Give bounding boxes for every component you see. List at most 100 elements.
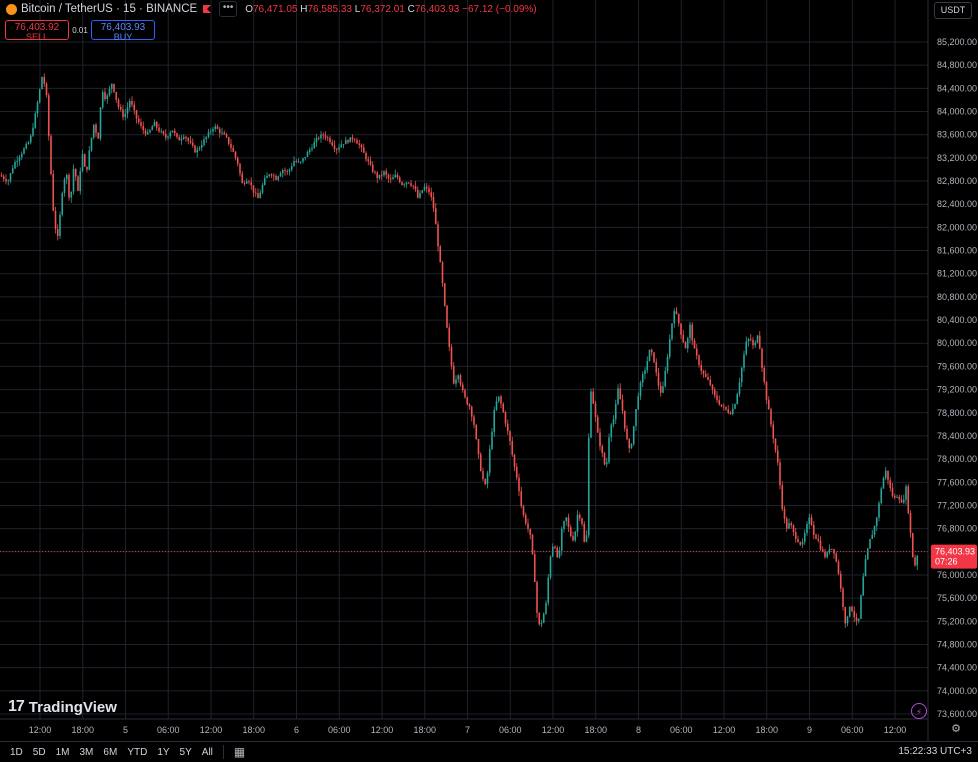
clock[interactable]: 15:22:33 UTC+3 — [898, 746, 972, 757]
candle-body — [592, 391, 595, 404]
candle-body — [686, 338, 689, 349]
candle-body — [473, 416, 475, 425]
candle-body — [11, 168, 14, 174]
more-options-icon[interactable]: ••• — [219, 1, 238, 17]
candle-body — [149, 130, 151, 133]
candle-body — [302, 158, 304, 162]
candle-body — [144, 130, 147, 135]
time-tick-label: 12:00 — [884, 725, 907, 735]
candle-body — [16, 160, 19, 162]
candle-body — [585, 535, 588, 542]
candle-body — [56, 229, 59, 236]
candle-body — [36, 102, 39, 114]
candle-body — [504, 412, 507, 424]
candle-body — [335, 149, 338, 150]
last-price-tag: 76,403.93 07:26 — [931, 544, 977, 569]
range-6m[interactable]: 6M — [103, 746, 118, 758]
candle-body — [783, 508, 786, 519]
candle-body — [344, 140, 347, 145]
candle-body — [164, 133, 167, 138]
candle-body — [356, 140, 358, 144]
range-ytd[interactable]: YTD — [127, 746, 148, 758]
candle-body — [797, 538, 799, 543]
candle-body — [464, 390, 466, 398]
range-1m[interactable]: 1M — [55, 746, 70, 758]
time-tick-label: 9 — [807, 725, 812, 735]
candle-body — [54, 210, 57, 230]
candle-body — [167, 136, 169, 138]
candle-body — [171, 130, 174, 133]
candle-body — [284, 170, 286, 172]
candle-body — [680, 323, 682, 335]
candle-body — [358, 143, 361, 145]
candle-body — [524, 515, 527, 524]
buy-button[interactable]: 76,403.93 BUY — [91, 20, 155, 42]
calendar-icon[interactable]: ▦ — [233, 745, 246, 759]
candle-body — [729, 412, 732, 414]
symbol-title[interactable]: Bitcoin / TetherUS · 15 · BINANCE — [21, 3, 198, 15]
price-tick-label: 84,000.00 — [937, 107, 977, 117]
candle-body — [610, 424, 613, 438]
candle-body — [187, 138, 190, 141]
candle-body — [9, 173, 12, 181]
candle-body — [320, 134, 322, 139]
candle-body — [916, 555, 919, 566]
candle-body — [230, 143, 232, 148]
candle-body — [108, 88, 111, 96]
candle-body — [869, 539, 871, 549]
flag-icon[interactable] — [203, 5, 212, 13]
candle-body — [293, 160, 295, 167]
candle-body — [41, 76, 43, 90]
lightning-icon[interactable]: ⚡ — [911, 703, 927, 719]
candle-body — [470, 406, 473, 417]
bitcoin-logo-icon — [6, 3, 17, 15]
candle-body — [2, 176, 5, 179]
candle-body — [565, 517, 568, 522]
settings-icon[interactable]: ⚙ — [951, 723, 961, 735]
candle-body — [862, 576, 865, 596]
candle-body — [367, 159, 370, 162]
candle-body — [340, 144, 343, 148]
currency-selector[interactable]: USDT — [934, 2, 972, 19]
time-axis[interactable]: 12:00 18:00 5 06:00 12:00 18:00 6 06:00 12:00 18:… — [0, 718, 928, 735]
candle-body — [779, 462, 781, 486]
candle-body — [547, 577, 550, 603]
price-axis[interactable]: 85,200.00 84,800.00 84,400.00 84,000.00 83,6… — [927, 0, 977, 741]
price-tick-label: 78,000.00 — [937, 454, 977, 464]
range-1d[interactable]: 1D — [10, 746, 23, 758]
candle-body — [90, 137, 93, 151]
candle-body — [536, 582, 538, 613]
candle-body — [596, 416, 599, 433]
candle-body — [824, 551, 826, 558]
candle-body — [371, 164, 374, 172]
candle-body — [488, 448, 491, 473]
candle-body — [479, 454, 482, 471]
candle-body — [113, 83, 115, 92]
candle-body — [304, 156, 307, 159]
price-chart[interactable]: 85,200.00 84,800.00 84,400.00 84,000.00 83,6… — [0, 0, 978, 741]
price-tick-label: 81,600.00 — [937, 246, 977, 256]
range-1y[interactable]: 1Y — [157, 746, 170, 758]
range-5d[interactable]: 5D — [32, 746, 46, 758]
candle-body — [614, 404, 617, 420]
time-tick-label: 8 — [636, 725, 641, 735]
range-3m[interactable]: 3M — [79, 746, 94, 758]
candle-body — [860, 595, 862, 619]
order-quantity[interactable]: 0.01 — [72, 25, 88, 35]
candle-body — [376, 172, 379, 179]
candle-body — [77, 176, 79, 192]
candle-body — [252, 185, 255, 193]
range-5y[interactable]: 5Y — [179, 746, 192, 758]
candle-body — [518, 477, 520, 492]
range-all[interactable]: All — [201, 746, 213, 758]
candle-body — [677, 314, 680, 324]
candle-body — [441, 262, 444, 284]
candle-body — [666, 356, 669, 371]
candle-body — [45, 83, 48, 96]
sell-button[interactable]: 76,403.92 SELL — [5, 20, 69, 42]
candle-body — [380, 174, 383, 176]
candle-body — [522, 506, 525, 516]
candle-body — [736, 394, 739, 405]
open-value: 76,471.05 — [252, 3, 298, 15]
candle-body — [837, 561, 840, 574]
